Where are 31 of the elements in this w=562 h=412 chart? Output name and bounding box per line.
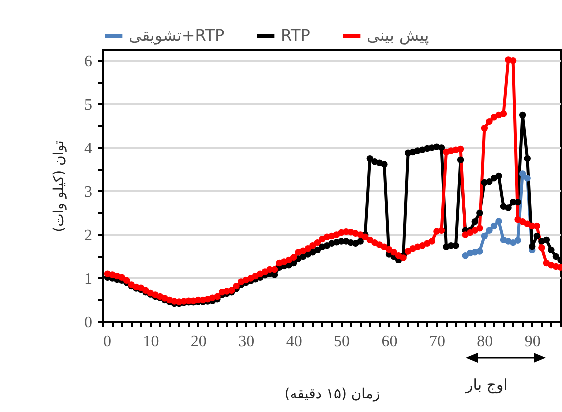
point — [486, 227, 493, 234]
text: اوج بار — [466, 376, 508, 394]
x-tick-label: 20 — [190, 334, 207, 350]
y-tick-label: 0 — [84, 314, 92, 332]
y-axis-title: توان (کیلو وات) — [52, 140, 68, 232]
x-tick-label: 10 — [143, 334, 160, 350]
x-axis-title: زمان (۱۵ دقیقه) — [284, 386, 380, 402]
point — [490, 222, 498, 230]
point — [519, 170, 526, 178]
x-tick-label: 0 — [104, 334, 112, 350]
point — [476, 248, 484, 255]
x-tick-label: 60 — [382, 334, 398, 350]
x-tick-label: 50 — [334, 334, 350, 350]
legend-label: تشویقی+RTP — [129, 26, 226, 45]
x-tick-label: 30 — [238, 334, 255, 350]
point — [524, 175, 531, 182]
y-tick-label: 3 — [84, 184, 92, 201]
x-tick-label: 70 — [429, 334, 446, 350]
point — [496, 218, 502, 225]
y-tick-label: 5 — [84, 96, 92, 114]
y-tick-label: 4 — [84, 140, 92, 158]
point — [481, 232, 488, 240]
point — [514, 237, 522, 244]
y-tick-label: 6 — [84, 53, 92, 70]
y-tick-label: 2 — [84, 227, 92, 244]
legend-label: پیش بینی — [367, 26, 430, 45]
y-tick-label: 1 — [84, 270, 92, 288]
legend-label: RTP — [281, 26, 311, 45]
x-tick-label: 40 — [286, 334, 302, 350]
x-tick-label: 80 — [477, 334, 494, 350]
x-tick-label: 90 — [524, 334, 541, 350]
